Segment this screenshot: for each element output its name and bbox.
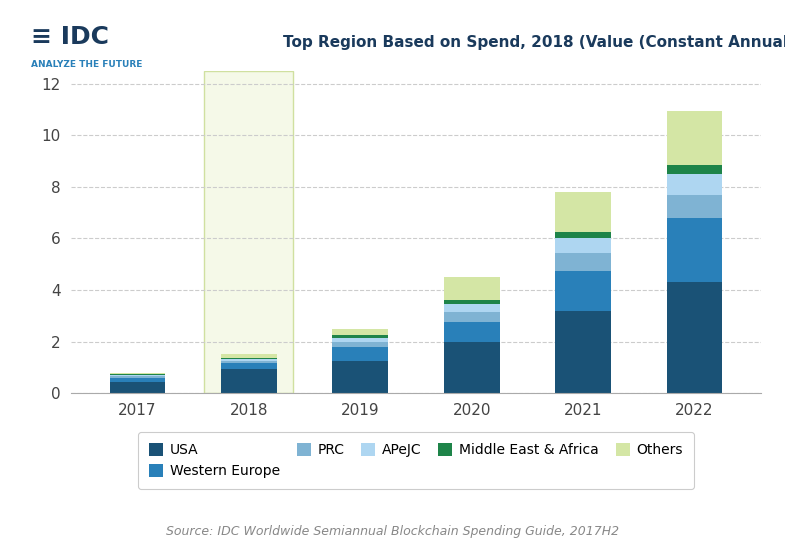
Bar (666, 174, 722, 195)
Bar (110, 374, 166, 375)
Bar (110, 382, 166, 393)
Bar (555, 192, 611, 232)
Bar (221, 354, 277, 358)
Text: ANALYZE THE FUTURE: ANALYZE THE FUTURE (31, 60, 143, 69)
Bar (444, 300, 499, 304)
Bar (555, 311, 611, 393)
Bar (333, 342, 389, 347)
Bar (666, 218, 722, 282)
Bar (221, 358, 277, 359)
Bar (221, 369, 277, 393)
Bar (555, 232, 611, 239)
Bar (666, 282, 722, 393)
Bar (110, 378, 166, 382)
Text: Source: IDC Worldwide Semiannual Blockchain Spending Guide, 2017H2: Source: IDC Worldwide Semiannual Blockch… (166, 525, 619, 538)
Bar (666, 111, 722, 165)
Bar (444, 277, 499, 300)
Bar (110, 375, 166, 376)
Bar (333, 329, 389, 335)
Bar (444, 312, 499, 322)
Bar (555, 271, 611, 311)
Bar (555, 253, 611, 271)
Bar (221, 361, 277, 364)
Text: ≡ IDC: ≡ IDC (31, 25, 109, 49)
Bar (333, 335, 389, 338)
Bar (221, 359, 277, 361)
Bar (444, 304, 499, 312)
Bar (333, 338, 389, 342)
Bar (110, 376, 166, 378)
Bar (110, 372, 166, 374)
Bar (333, 361, 389, 393)
Bar (204, 71, 294, 393)
Bar (666, 195, 722, 218)
Bar (555, 239, 611, 253)
Bar (333, 347, 389, 361)
Bar (444, 322, 499, 342)
Legend: USA, Western Europe, PRC, APeJC, Middle East & Africa, Others: USA, Western Europe, PRC, APeJC, Middle … (138, 432, 694, 489)
Bar (666, 165, 722, 174)
Text: Top Region Based on Spend, 2018 (Value (Constant Annual), USD, B): Top Region Based on Spend, 2018 (Value (… (283, 35, 785, 50)
Bar (221, 364, 277, 369)
Bar (444, 342, 499, 393)
